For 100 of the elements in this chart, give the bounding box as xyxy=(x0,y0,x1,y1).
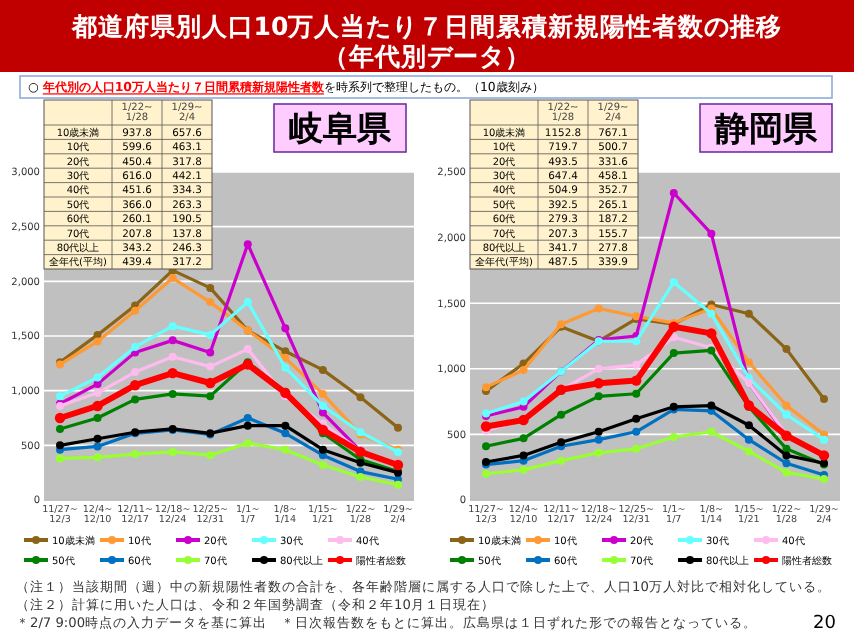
text: （年代別データ） xyxy=(323,40,531,71)
point xyxy=(131,395,140,404)
point xyxy=(317,424,329,436)
point xyxy=(281,429,290,438)
point xyxy=(820,435,828,444)
point xyxy=(594,427,603,436)
point xyxy=(131,342,140,351)
point xyxy=(744,421,753,430)
point xyxy=(243,439,252,448)
point xyxy=(707,401,716,410)
point xyxy=(129,380,141,391)
point xyxy=(318,401,327,410)
point xyxy=(820,394,828,403)
point xyxy=(93,330,102,339)
text: 20 xyxy=(813,614,837,635)
point xyxy=(519,397,528,406)
point xyxy=(782,451,791,460)
point xyxy=(482,469,490,478)
point xyxy=(318,445,327,454)
point xyxy=(206,283,215,292)
point xyxy=(782,401,791,410)
point xyxy=(480,421,492,432)
point xyxy=(206,298,215,307)
point xyxy=(707,229,716,238)
point xyxy=(632,427,641,436)
point xyxy=(594,364,603,373)
chart-title: 静岡県 xyxy=(713,110,819,151)
point xyxy=(168,447,177,456)
point xyxy=(167,367,178,379)
point xyxy=(782,345,791,354)
point xyxy=(206,451,215,460)
point xyxy=(93,442,102,451)
point xyxy=(281,421,290,430)
point xyxy=(744,447,753,456)
point xyxy=(594,435,603,444)
point xyxy=(206,330,215,339)
point xyxy=(168,389,177,398)
point xyxy=(318,365,327,374)
point xyxy=(131,306,140,315)
point xyxy=(782,459,791,468)
point xyxy=(93,453,102,462)
point xyxy=(519,465,528,474)
point xyxy=(519,451,528,460)
point xyxy=(744,358,753,367)
point xyxy=(669,349,678,358)
point xyxy=(632,360,641,369)
point xyxy=(93,337,102,346)
point xyxy=(243,414,252,422)
point xyxy=(206,348,215,357)
point xyxy=(482,442,490,451)
point xyxy=(669,278,678,287)
point xyxy=(669,333,678,342)
point xyxy=(669,188,678,197)
point xyxy=(281,363,290,372)
point xyxy=(632,444,641,453)
text: 都道府県別人口10万人当たり７日間累積新規陽性者数の推移 xyxy=(69,10,783,41)
point xyxy=(594,448,603,457)
point xyxy=(593,378,604,389)
point xyxy=(243,421,252,430)
point xyxy=(707,309,716,318)
point xyxy=(356,393,365,402)
point xyxy=(318,408,327,417)
point xyxy=(318,389,327,398)
point xyxy=(93,380,102,389)
point xyxy=(168,352,177,361)
point xyxy=(243,240,252,249)
point xyxy=(557,410,566,419)
point xyxy=(93,434,102,443)
point xyxy=(168,274,177,283)
point xyxy=(782,468,791,477)
point xyxy=(243,298,252,307)
point xyxy=(281,353,290,362)
point xyxy=(56,392,64,401)
point xyxy=(744,435,753,444)
point xyxy=(54,412,66,424)
chart-title: 岐阜県 xyxy=(289,110,393,151)
point xyxy=(744,309,753,318)
point xyxy=(594,304,603,313)
point xyxy=(356,473,365,482)
point xyxy=(168,336,177,345)
point xyxy=(92,400,103,412)
point xyxy=(281,347,290,356)
point xyxy=(281,324,290,333)
point xyxy=(93,373,102,382)
point xyxy=(205,377,216,389)
point xyxy=(594,392,603,401)
point xyxy=(56,424,64,433)
point xyxy=(707,427,716,436)
point xyxy=(206,362,215,371)
point xyxy=(519,366,528,375)
point xyxy=(632,414,641,423)
point xyxy=(56,454,64,463)
point xyxy=(93,388,102,397)
point xyxy=(281,445,290,454)
point xyxy=(782,444,791,453)
point xyxy=(93,414,102,422)
point xyxy=(131,450,140,459)
point xyxy=(632,389,641,398)
point xyxy=(782,410,791,419)
point xyxy=(243,345,252,354)
